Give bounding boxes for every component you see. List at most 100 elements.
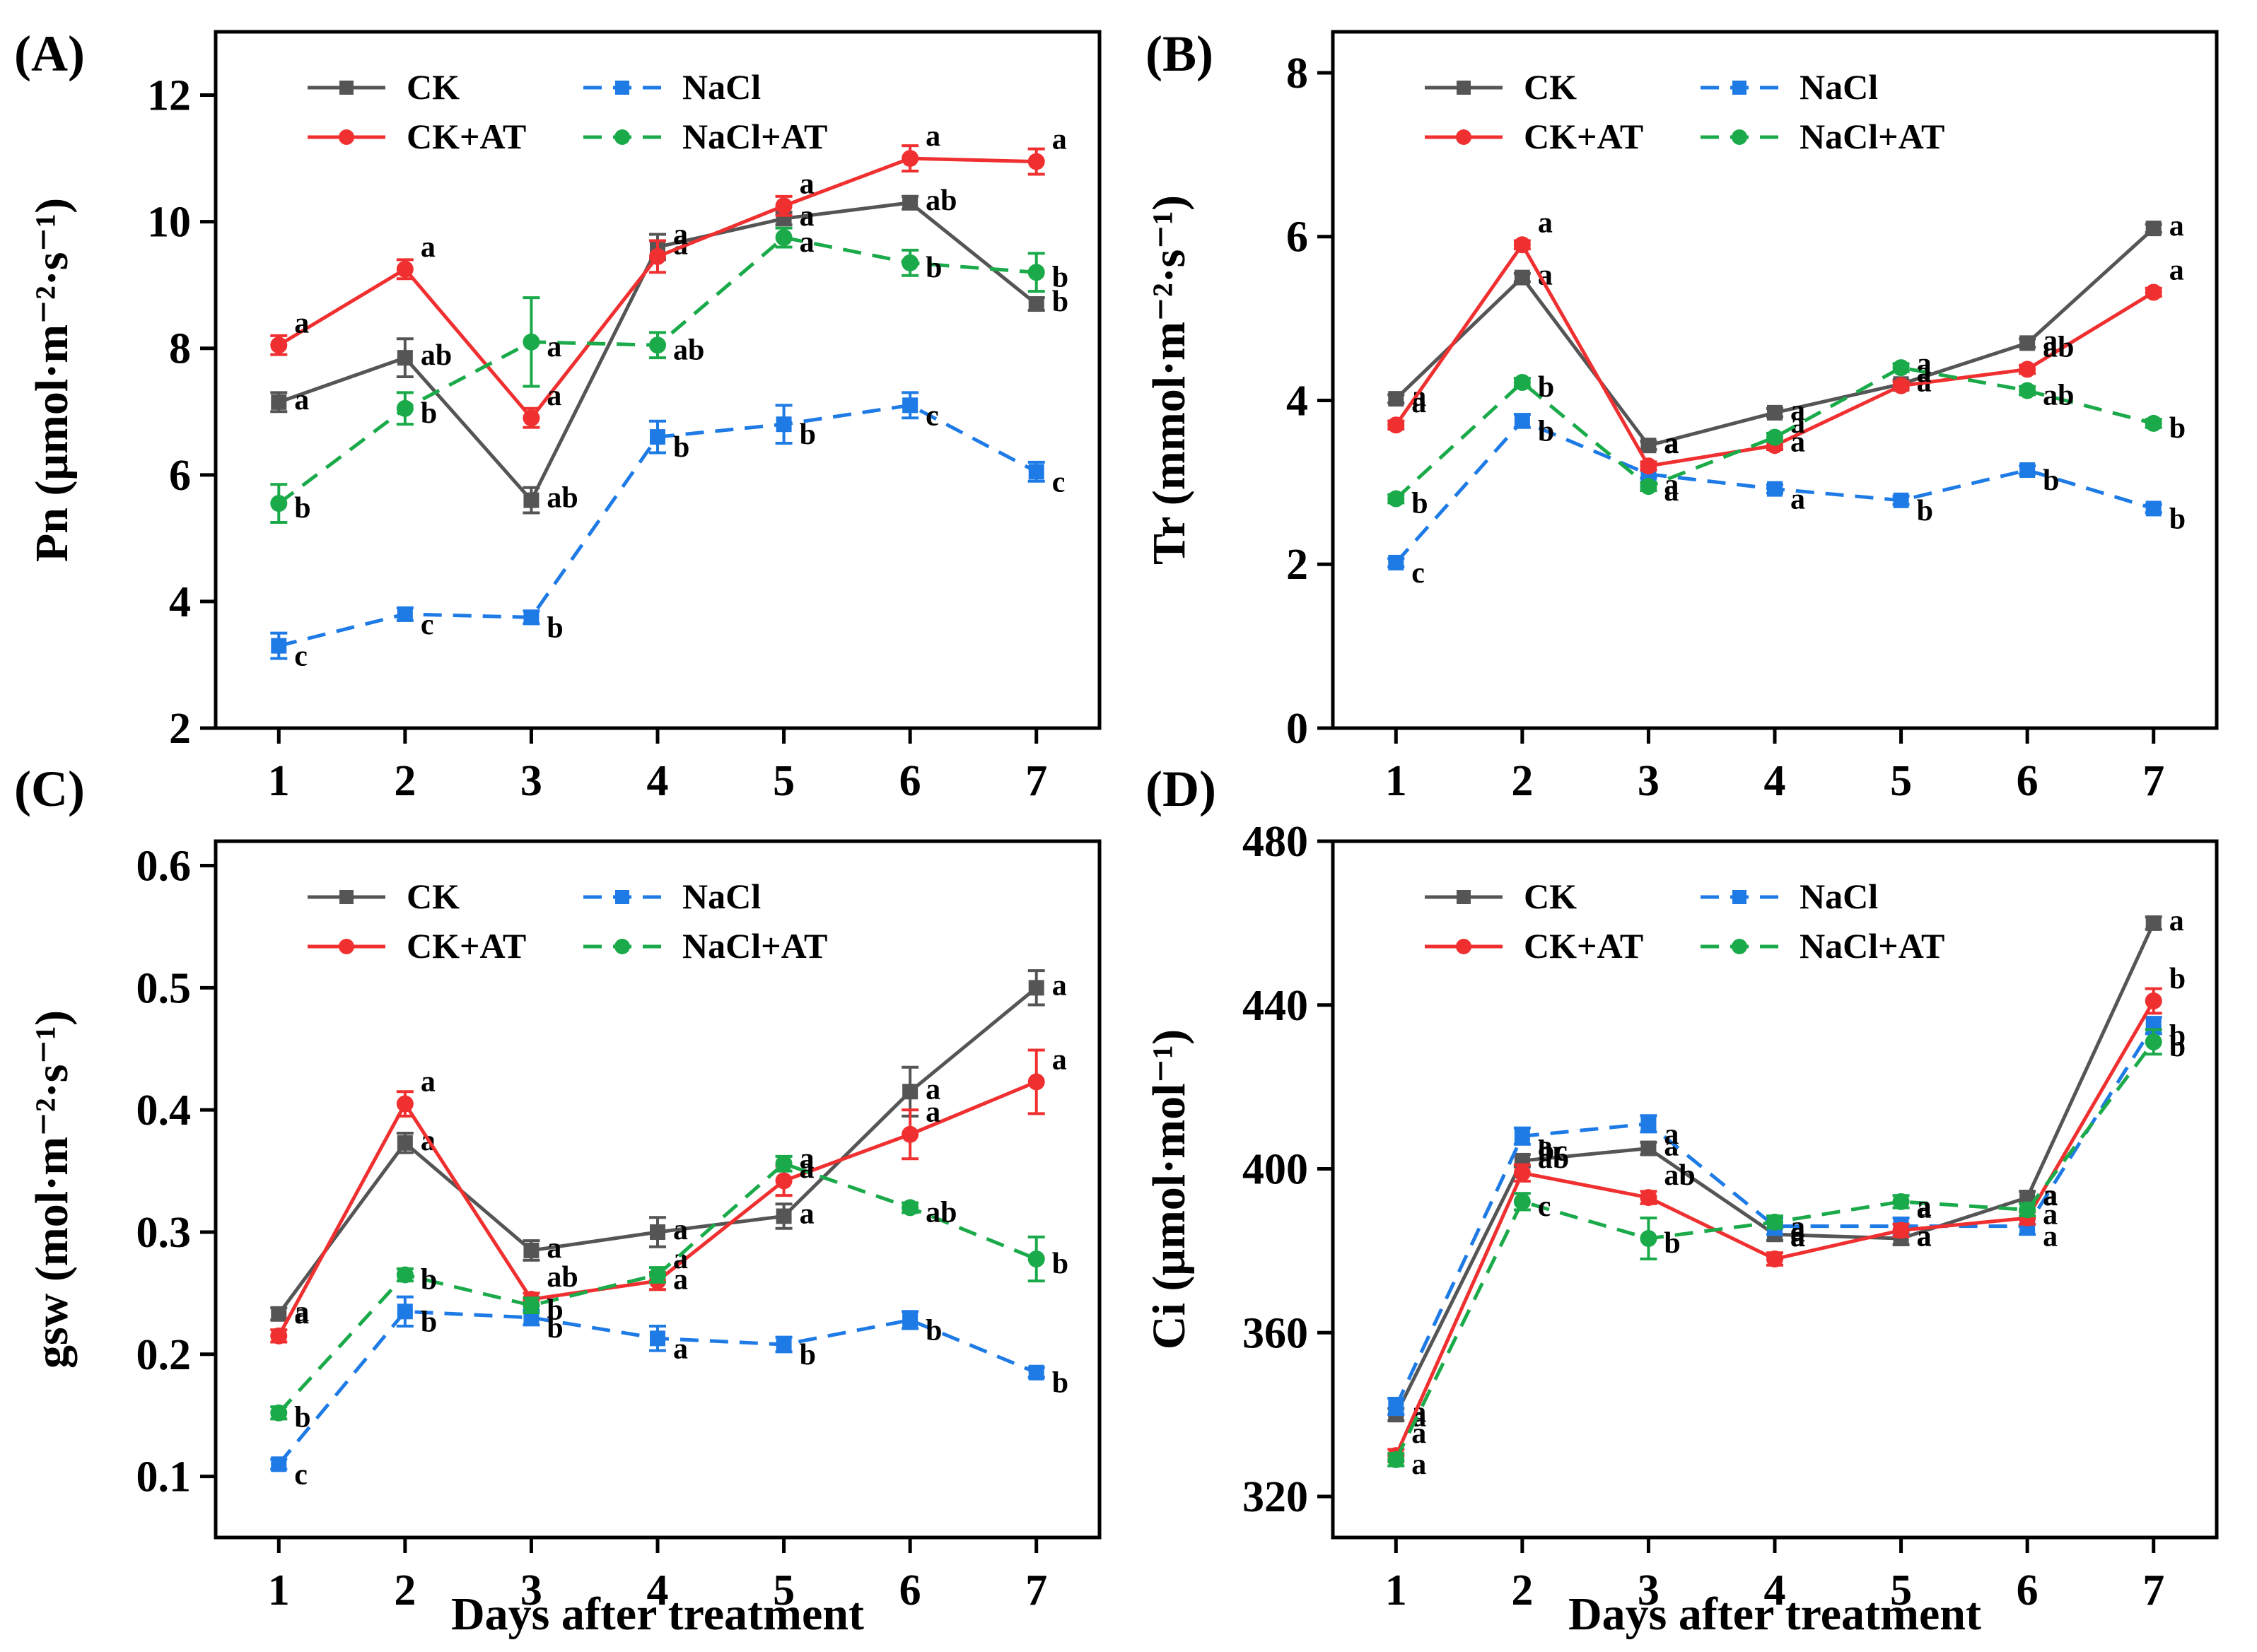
significance-label: b: [673, 431, 689, 464]
legend-marker-nacl-at: [614, 939, 630, 954]
significance-label: ab: [926, 1196, 957, 1229]
data-point-nacl-at: [902, 254, 919, 271]
y-tick-label: 2: [1286, 541, 1308, 589]
data-point-nacl: [397, 606, 413, 622]
data-point-nacl: [1388, 1398, 1404, 1414]
significance-label: a: [1790, 1211, 1805, 1243]
significance-label: a: [1790, 1221, 1805, 1253]
data-point-nacl-at: [2145, 1033, 2162, 1050]
significance-label: b: [421, 1306, 437, 1338]
data-point-nacl: [523, 609, 540, 626]
significance-label: ab: [926, 184, 957, 217]
x-tick-label: 7: [2142, 757, 2164, 805]
significance-label: a: [673, 218, 688, 251]
significance-label: b: [2169, 963, 2186, 995]
legend-label-nacl-at: NaCl+AT: [682, 926, 827, 966]
legend: CK NaCl CK+AT NaCl+AT: [1425, 877, 1944, 966]
legend-label-ck-at: CK+AT: [407, 926, 526, 966]
data-point-nacl-at: [649, 336, 666, 354]
data-point-ck: [650, 1224, 665, 1240]
significance-label: a: [1052, 969, 1067, 1002]
legend-marker-nacl-at: [1732, 939, 1747, 954]
y-tick-label: 440: [1242, 982, 1308, 1030]
significance-label: b: [547, 1294, 563, 1327]
data-point-ck: [1640, 438, 1657, 454]
data-point-ck: [902, 1084, 918, 1100]
data-point-ck-at: [1027, 1073, 1045, 1091]
legend-marker-nacl: [615, 890, 629, 904]
x-tick-label: 7: [2142, 1566, 2164, 1615]
data-point-nacl: [1028, 1364, 1044, 1381]
significance-label: a: [2043, 324, 2058, 357]
x-tick-label: 2: [394, 1566, 416, 1615]
data-point-ck-at: [2019, 361, 2036, 378]
significance-label: c: [1052, 466, 1066, 498]
data-point-nacl: [650, 1330, 665, 1347]
legend-marker-nacl-at: [1732, 129, 1747, 145]
y-tick-label: 0.1: [136, 1453, 192, 1501]
y-tick-label: 0.4: [136, 1086, 192, 1135]
data-point-nacl: [902, 397, 918, 414]
significance-label: a: [1664, 427, 1679, 459]
series-line-ck-at: [277, 1080, 1037, 1337]
legend-label-ck: CK: [407, 877, 460, 916]
legend: CK NaCl CK+AT NaCl+AT: [308, 877, 827, 966]
x-tick-label: 5: [773, 1566, 795, 1615]
panel-c: (C) 1 2 3 4 5 6 7 0.1 0.2 0.3 0.4 0.5 0.6 gsw (mol·m⁻²…: [14, 761, 1102, 1640]
x-tick-label: 7: [1025, 1566, 1047, 1615]
legend-label-nacl: NaCl: [1800, 67, 1878, 107]
legend-label-ck-at: CK+AT: [1524, 926, 1643, 966]
data-point-ck-at: [1387, 416, 1405, 434]
legend-marker-ck: [339, 890, 354, 904]
significance-label: a: [1917, 356, 1932, 389]
significance-label: a: [673, 1263, 688, 1296]
data-point-nacl: [776, 1336, 792, 1352]
data-point-nacl: [1893, 492, 1909, 508]
x-tick-label: 4: [647, 1566, 669, 1615]
significance-label: a: [1790, 1221, 1805, 1253]
data-point-nacl-at: [396, 1266, 414, 1284]
data-point-nacl: [650, 429, 665, 445]
significance-label: a: [1790, 407, 1805, 440]
data-point-ck-at: [1640, 1189, 1657, 1207]
significance-label: a: [1538, 206, 1553, 239]
data-point-nacl-at: [2019, 382, 2036, 399]
significance-label: a: [1790, 394, 1805, 427]
y-tick-label: 6: [169, 452, 191, 500]
significance-label: c: [1411, 557, 1425, 590]
legend-marker-ck-at: [1456, 939, 1471, 954]
data-point-ck-at: [1513, 236, 1531, 254]
x-tick-label: 6: [899, 1566, 921, 1615]
significance-label: a: [294, 384, 309, 416]
significance-label: c: [926, 399, 939, 432]
data-point-ck: [523, 1242, 540, 1258]
data-point-nacl-at: [1640, 1230, 1657, 1248]
significance-label: b: [800, 1339, 816, 1371]
data-point-nacl-at: [1766, 428, 1783, 446]
data-point-nacl-at: [523, 1296, 540, 1314]
significance-label: a: [2169, 254, 2184, 287]
significance-label: b: [1917, 495, 1933, 527]
x-tick-label: 5: [1890, 757, 1912, 805]
x-tick-label: 4: [1764, 757, 1786, 805]
data-point-nacl-at: [902, 1199, 919, 1217]
panel-d: (D) 1 2 3 4 5 6 7 320 360 400 440 480 Ci (μmol·mol⁻¹)…: [1143, 761, 2219, 1640]
significance-label: c: [294, 640, 308, 673]
legend-label-nacl-at: NaCl+AT: [1800, 926, 1944, 966]
significance-label: b: [421, 1263, 437, 1296]
y-tick-label: 0.6: [136, 843, 192, 891]
panel-letter: (D): [1145, 761, 1216, 817]
data-point-nacl-at: [523, 333, 540, 351]
significance-label: a: [1411, 1448, 1426, 1481]
y-tick-label: 480: [1242, 818, 1308, 866]
x-tick-label: 5: [773, 757, 795, 805]
series-nacl: c c b b b c c: [270, 391, 1066, 673]
data-point-ck-at: [1766, 1250, 1783, 1267]
legend-label-nacl: NaCl: [682, 877, 761, 916]
x-tick-label: 6: [2017, 1566, 2039, 1615]
significance-label: a: [2169, 905, 2184, 937]
